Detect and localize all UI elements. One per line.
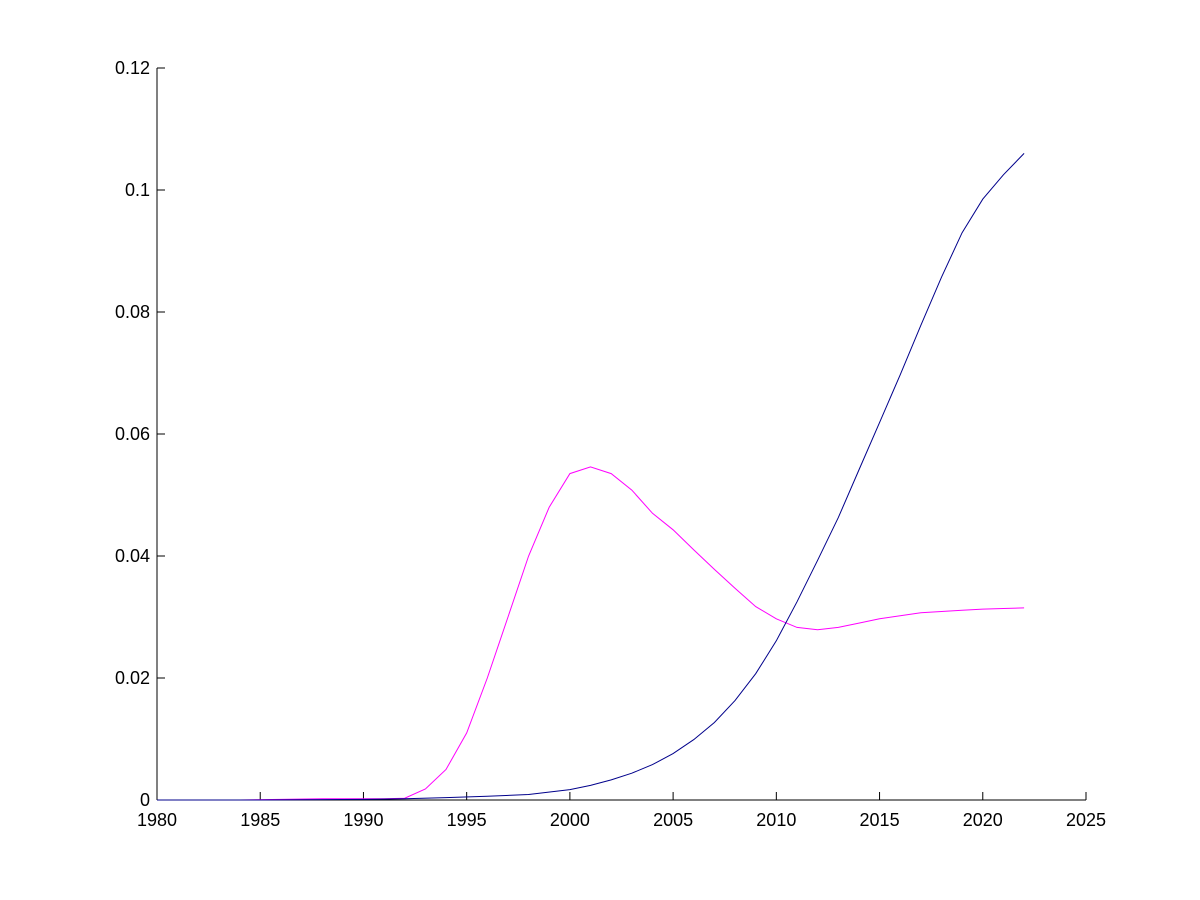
y-tick-label: 0.12 bbox=[115, 58, 150, 78]
x-tick-label: 2025 bbox=[1066, 810, 1106, 830]
x-tick-label: 2015 bbox=[860, 810, 900, 830]
series-lines bbox=[157, 153, 1025, 801]
y-tick-label: 0 bbox=[140, 790, 150, 810]
y-tick-label: 0.06 bbox=[115, 424, 150, 444]
x-tick-label: 2005 bbox=[653, 810, 693, 830]
series-line-2 bbox=[157, 153, 1025, 801]
x-axis-ticks: 1980 1985 1990 1995 2000 2005 2010 2015 2020 2025 bbox=[137, 792, 1106, 830]
x-tick-label: 1985 bbox=[240, 810, 280, 830]
x-tick-label: 2010 bbox=[756, 810, 796, 830]
x-tick-label: 1995 bbox=[447, 810, 487, 830]
y-tick-label: 0.04 bbox=[115, 546, 150, 566]
x-tick-label: 2020 bbox=[963, 810, 1003, 830]
y-tick-label: 0.02 bbox=[115, 668, 150, 688]
x-tick-label: 1990 bbox=[343, 810, 383, 830]
series-line-1 bbox=[157, 466, 1025, 801]
x-tick-label: 2000 bbox=[550, 810, 590, 830]
x-tick-label: 1980 bbox=[137, 810, 177, 830]
axes bbox=[156, 68, 1086, 801]
y-tick-label: 0.08 bbox=[115, 302, 150, 322]
y-tick-label: 0.1 bbox=[125, 180, 150, 200]
